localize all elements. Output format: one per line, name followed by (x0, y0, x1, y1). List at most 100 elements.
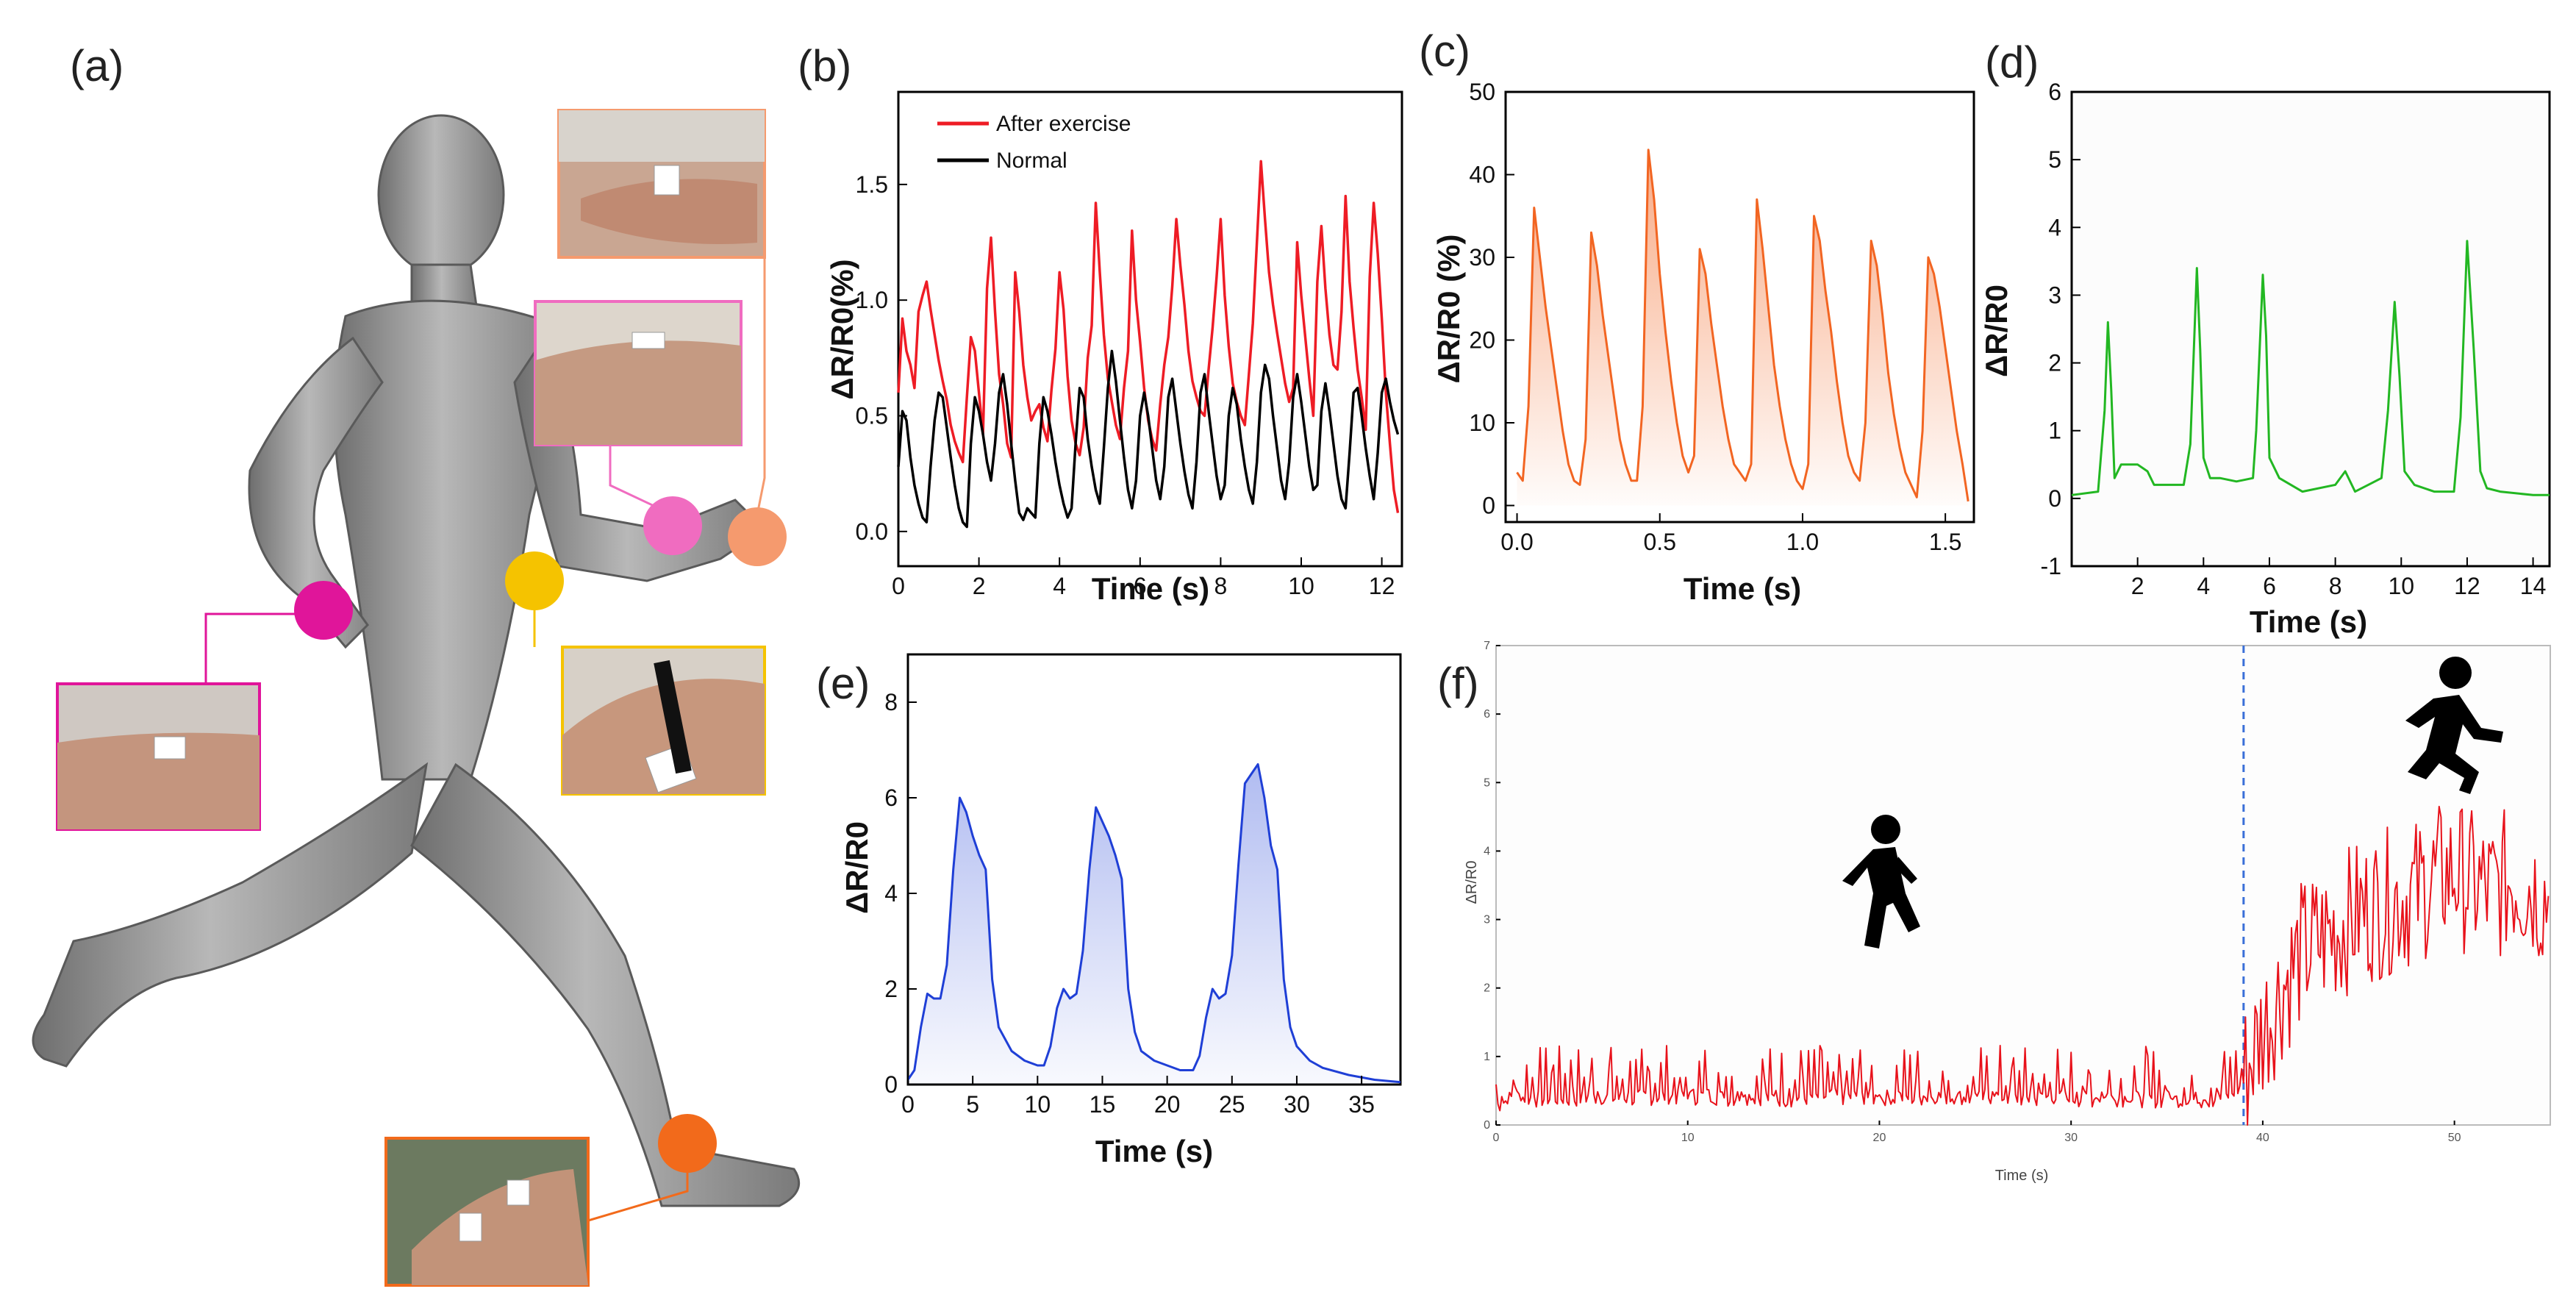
y-tick-label: 0.0 (856, 518, 888, 545)
y-tick-label: 10 (1469, 410, 1495, 436)
y-tick-label: 8 (884, 689, 898, 715)
walking-person-icon (1842, 815, 1920, 949)
y-tick-label: 1 (1484, 1051, 1490, 1063)
plot-frame-c (1504, 90, 1975, 524)
x-tick-label: 0 (892, 573, 905, 599)
y-tick-label: 7 (1484, 640, 1490, 652)
x-tick-label: 0 (1493, 1132, 1500, 1144)
x-tick-label: 2 (2131, 573, 2144, 599)
y-tick-label: 1.5 (856, 171, 888, 198)
xlabel-e: Time (s) (1095, 1134, 1213, 1168)
x-tick-label: 8 (2329, 573, 2342, 599)
x-tick-label: 4 (2197, 573, 2210, 599)
xlabel-f: Time (s) (1995, 1168, 2049, 1184)
x-tick-label: 8 (1214, 573, 1228, 599)
sensor-spot-elbow (505, 551, 564, 610)
x-tick-label: 0.5 (1644, 529, 1676, 555)
panel-a: (a) (32, 41, 801, 1287)
panel-b: (b) 0 2 4 6 8 10 12 0.0 0.5 1.0 1.5 Time (s) ΔR/R0… (798, 41, 1403, 606)
legend-label-after: After exercise (996, 112, 1131, 136)
y-tick-label: 5 (1484, 776, 1490, 789)
x-tick-label: 15 (1090, 1091, 1116, 1118)
inset-photo-elbow (561, 646, 766, 796)
y-tick-label: 0.5 (856, 402, 888, 429)
x-tick-label: 35 (1348, 1091, 1375, 1118)
area-fill-e (908, 764, 1400, 1085)
x-tick-label: 14 (2520, 573, 2547, 599)
panel-label-b: (b) (798, 41, 851, 90)
xlabel-d: Time (s) (2250, 604, 2367, 639)
inset-photo-ankle (384, 1137, 590, 1287)
x-tick-label: 40 (2256, 1132, 2269, 1144)
panel-label-e: (e) (816, 659, 870, 708)
y-tick-label: 5 (2048, 146, 2061, 173)
inset-photo-wrist-front (534, 300, 743, 446)
sensor-spot-ankle (658, 1114, 717, 1173)
ylabel-b: ΔR/R0(%) (825, 259, 859, 399)
series-line-f-0 (1495, 805, 2550, 1126)
plot-frame-d (2070, 90, 2551, 568)
legend-label-normal: Normal (996, 149, 1067, 173)
legend-b: After exercise Normal (937, 112, 1131, 173)
ylabel-f: ΔR/R0 (1464, 861, 1480, 904)
x-tick-label: 30 (1284, 1091, 1310, 1118)
x-tick-label: 20 (1154, 1091, 1181, 1118)
panel-label-a: (a) (70, 41, 124, 90)
series-line-e-0 (906, 763, 1401, 1084)
sensor-spot-wrist-front (643, 496, 702, 555)
x-tick-label: 10 (2388, 573, 2414, 599)
plot-area-e (906, 763, 1401, 1085)
series-line-c-0 (1516, 149, 1969, 502)
area-fill-c (1517, 149, 1969, 506)
y-tick-label: 40 (1469, 162, 1495, 188)
panel-f: (f) 0 10 20 30 40 50 0 1 2 3 4 5 6 7 Time (s) ΔR/R0 (1437, 640, 2551, 1184)
x-tick-label: 5 (966, 1091, 979, 1118)
x-tick-label: 20 (1873, 1132, 1886, 1144)
x-tick-label: 10 (1681, 1132, 1695, 1144)
x-tick-label: 6 (2263, 573, 2276, 599)
y-tick-label: 4 (2048, 214, 2061, 240)
y-tick-label: 0 (1484, 1119, 1490, 1132)
inset-photo-wrist-back (56, 682, 261, 831)
y-tick-label: 2 (2048, 350, 2061, 376)
plot-area-d (2071, 240, 2550, 496)
x-tick-label: 1.5 (1929, 529, 1961, 555)
y-tick-label: 2 (1484, 982, 1490, 995)
ticks-f: 0 10 20 30 40 50 0 1 2 3 4 5 6 7 (1484, 640, 2461, 1144)
x-tick-label: 30 (2064, 1132, 2078, 1144)
x-tick-label: 2 (973, 573, 986, 599)
y-tick-label: 1.0 (856, 287, 888, 313)
sensor-spot-finger (728, 507, 787, 566)
ylabel-e: ΔR/R0 (840, 821, 874, 914)
inset-photo-finger (557, 109, 766, 259)
y-tick-label: 6 (1484, 708, 1490, 721)
panel-c: (c) 0.0 0.5 1.0 1.5 0 10 20 30 40 50 Time (s) ΔR/… (1419, 26, 1975, 606)
x-tick-label: 25 (1219, 1091, 1245, 1118)
y-tick-label: 0 (884, 1071, 898, 1098)
x-tick-label: 12 (1369, 573, 1395, 599)
panel-e: (e) 0 5 10 15 20 25 30 35 0 2 4 6 8 Time (s) ΔR/R0 (816, 653, 1402, 1168)
panel-label-f: (f) (1437, 659, 1479, 708)
sensor-spot-wrist-back (294, 581, 353, 640)
y-tick-label: 4 (884, 880, 898, 907)
y-tick-label: 2 (884, 976, 898, 1002)
series-line-b-0 (897, 160, 1400, 513)
xlabel-b: Time (s) (1092, 571, 1209, 606)
x-tick-label: 50 (2448, 1132, 2461, 1144)
x-tick-label: 6 (1134, 573, 1147, 599)
plot-frame-f (1495, 645, 2551, 1126)
x-tick-label: 10 (1025, 1091, 1051, 1118)
y-tick-label: 50 (1469, 79, 1495, 105)
x-tick-label: 1.0 (1786, 529, 1819, 555)
y-tick-label: 20 (1469, 327, 1495, 354)
y-tick-label: 0 (2048, 485, 2061, 512)
y-tick-label: 3 (1484, 914, 1490, 926)
plot-area-b (897, 160, 1400, 529)
y-tick-label: 6 (884, 785, 898, 811)
x-tick-label: 0.0 (1500, 529, 1533, 555)
panel-label-c: (c) (1419, 26, 1470, 76)
y-tick-label: 30 (1469, 244, 1495, 271)
